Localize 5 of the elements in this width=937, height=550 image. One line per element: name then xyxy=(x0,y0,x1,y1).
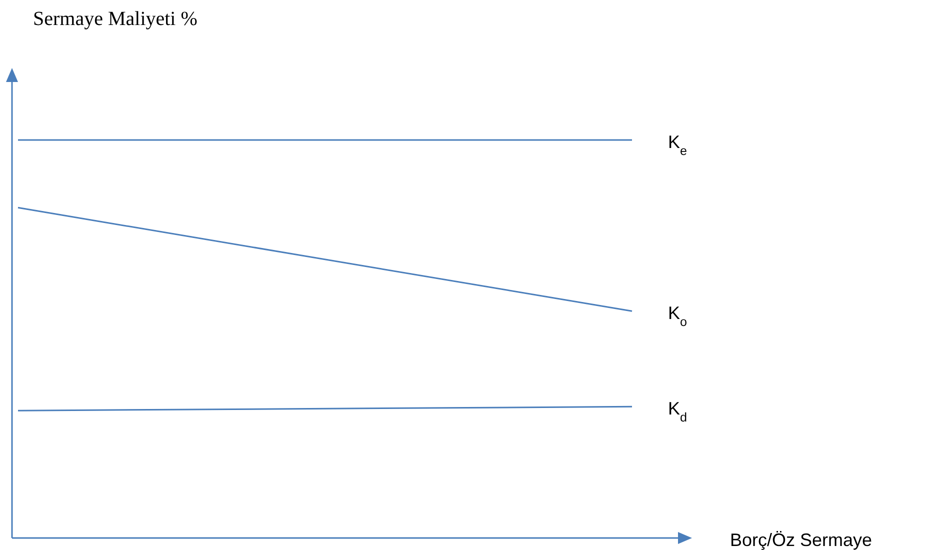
chart-title: Sermaye Maliyeti % xyxy=(33,8,198,30)
text: K$_{d}$ xyxy=(668,398,688,425)
text: K$_{o}$ xyxy=(668,303,688,330)
text: K$_{e}$ xyxy=(668,132,688,158)
x-axis-title: Borç/Öz Sermaye xyxy=(730,530,872,550)
